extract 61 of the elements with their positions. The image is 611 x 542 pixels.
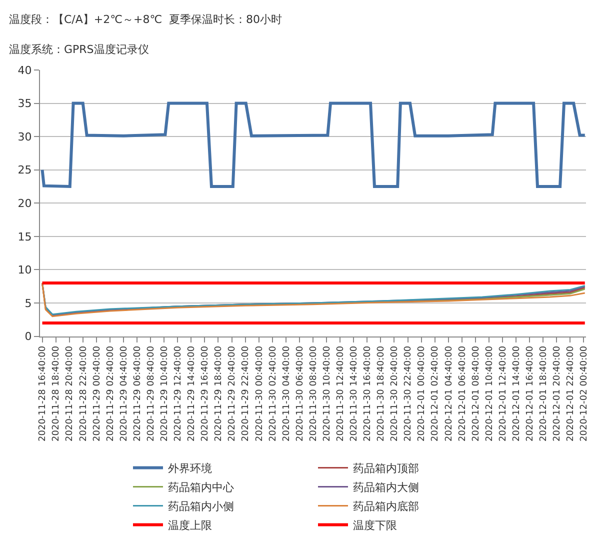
x-tick-label: 2020-11-29 04:40:00 — [119, 346, 130, 442]
y-tick-label: 35 — [18, 97, 32, 110]
legend-label: 药品箱内顶部 — [353, 462, 419, 476]
legend-label: 药品箱内大侧 — [353, 481, 419, 494]
x-tick-label: 2020-11-28 22:40:00 — [78, 346, 89, 442]
y-tick-label: 10 — [18, 264, 32, 277]
x-tick-label: 2020-11-28 20:40:00 — [65, 346, 76, 442]
legend-label: 药品箱内中心 — [168, 481, 234, 494]
x-tick-label: 2020-11-28 18:40:00 — [52, 346, 62, 442]
y-tick-label: 0 — [24, 330, 32, 344]
y-tick-label: 25 — [18, 164, 32, 177]
x-tick-label: 2020-11-29 00:40:00 — [92, 346, 102, 442]
legend-label: 温度上限 — [168, 519, 212, 532]
x-tick-label: 2020-11-28 16:40:00 — [38, 346, 48, 442]
x-tick-label: 2020-12-01 10:40:00 — [484, 346, 495, 442]
legend-label: 温度下限 — [353, 519, 397, 532]
x-tick-label: 2020-12-01 08:40:00 — [471, 346, 482, 442]
x-tick-label: 2020-11-30 00:40:00 — [254, 346, 265, 442]
x-tick-label: 2020-11-29 16:40:00 — [200, 346, 211, 442]
y-tick-label: 40 — [18, 64, 32, 77]
x-tick-label: 2020-11-30 08:40:00 — [308, 346, 319, 442]
x-tick-label: 2020-11-29 12:40:00 — [174, 346, 184, 442]
x-tick-label: 2020-11-29 14:40:00 — [187, 346, 198, 442]
x-tick-label: 2020-11-29 18:40:00 — [214, 346, 224, 442]
x-tick-label: 2020-12-01 18:40:00 — [539, 346, 550, 442]
x-tick-label: 2020-11-30 10:40:00 — [322, 346, 332, 442]
legend-label: 药品箱内小侧 — [168, 500, 234, 514]
x-tick-label: 2020-11-29 02:40:00 — [106, 346, 116, 442]
x-tick-label: 2020-12-01 02:40:00 — [430, 346, 441, 442]
x-tick-label: 2020-11-30 18:40:00 — [376, 346, 387, 442]
legend-label: 药品箱内底部 — [353, 500, 419, 514]
x-tick-label: 2020-11-29 08:40:00 — [146, 346, 156, 442]
x-tick-label: 2020-11-29 06:40:00 — [132, 346, 143, 442]
x-tick-label: 2020-11-30 22:40:00 — [404, 346, 414, 442]
line-series — [40, 102, 586, 188]
y-tick-label: 15 — [18, 230, 32, 244]
x-tick-label: 2020-11-29 10:40:00 — [160, 346, 170, 442]
x-tick-label: 2020-11-30 20:40:00 — [390, 346, 400, 442]
x-tick-label: 2020-11-30 14:40:00 — [350, 346, 360, 442]
x-tick-label: 2020-12-01 04:40:00 — [444, 346, 454, 442]
x-tick-label: 2020-11-29 22:40:00 — [241, 346, 252, 442]
x-tick-label: 2020-11-30 12:40:00 — [336, 346, 346, 442]
x-tick-label: 2020-12-01 00:40:00 — [417, 346, 428, 442]
x-tick-label: 2020-11-30 04:40:00 — [282, 346, 292, 442]
x-tick-label: 2020-12-01 06:40:00 — [458, 346, 468, 442]
x-tick-label: 2020-11-30 06:40:00 — [295, 346, 306, 442]
x-tick-label: 2020-12-01 12:40:00 — [498, 346, 508, 442]
chart-title: 温度段：【C/A】+2℃～+8℃ 夏季保温时长：80小时 — [9, 13, 282, 26]
x-tick-label: 2020-12-01 22:40:00 — [566, 346, 576, 442]
y-tick-label: 20 — [18, 196, 32, 210]
x-tick-label: 2020-11-30 16:40:00 — [363, 346, 374, 442]
x-tick-label: 2020-12-01 20:40:00 — [552, 346, 563, 442]
x-tick-label: 2020-12-02 00:40:00 — [580, 346, 590, 442]
x-tick-label: 2020-11-29 20:40:00 — [228, 346, 238, 442]
y-tick-label: 30 — [18, 130, 32, 144]
chart-subtitle: 温度系统：GPRS温度记录仪 — [9, 43, 149, 56]
y-tick-label: 5 — [24, 296, 32, 310]
legend-label: 外界环境 — [168, 462, 212, 476]
x-tick-label: 2020-12-01 16:40:00 — [526, 346, 536, 442]
x-tick-label: 2020-12-01 14:40:00 — [512, 346, 522, 442]
x-tick-label: 2020-11-30 02:40:00 — [268, 346, 278, 442]
